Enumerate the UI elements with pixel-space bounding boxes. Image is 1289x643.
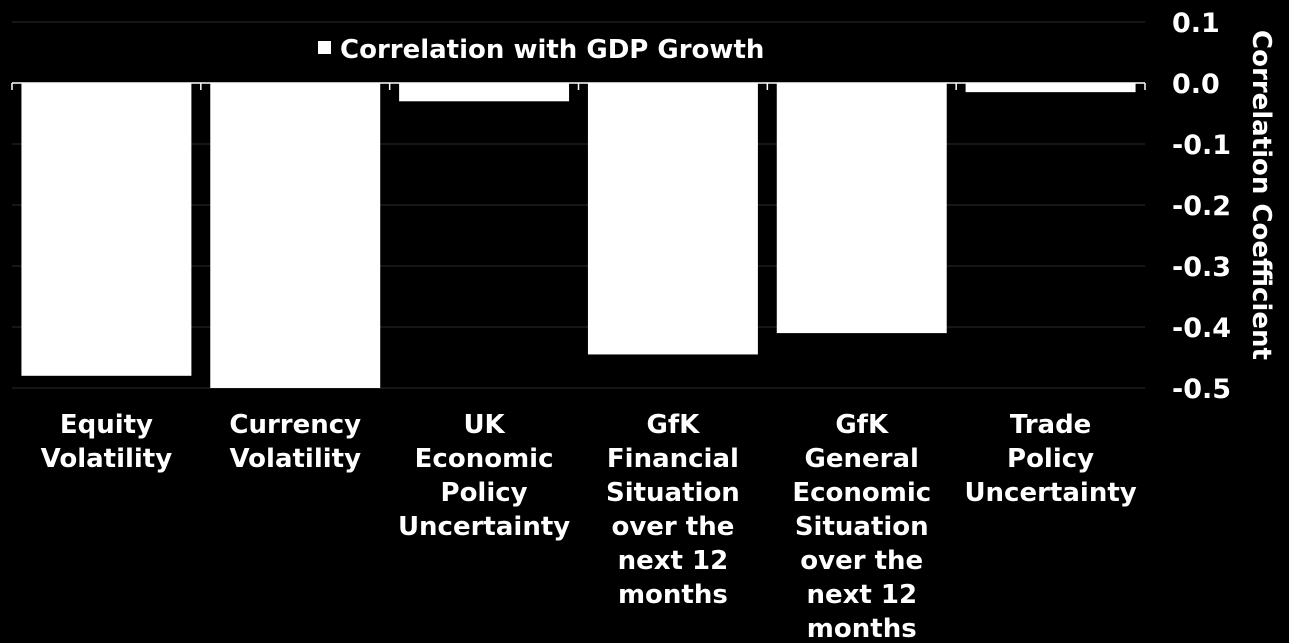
x-category-label-line: Volatility	[41, 444, 173, 474]
x-category-label-line: Uncertainty	[964, 478, 1136, 508]
x-category-label-line: Situation	[795, 512, 929, 542]
x-category-label-line: Financial	[607, 444, 739, 474]
x-category-label-line: Economic	[415, 444, 554, 474]
gridlines	[11, 21, 1146, 389]
legend-swatch	[318, 41, 331, 54]
x-category-label-line: months	[807, 614, 917, 643]
x-category-label-line: General	[805, 444, 919, 474]
x-category-label: Equity Volatility	[41, 410, 173, 474]
x-category-label-line: GfK	[647, 410, 701, 440]
y-axis-title: Correlation Coefficient	[1246, 30, 1276, 360]
x-category-label: UK Economic Policy Uncertainty	[398, 410, 570, 542]
x-category-label-line: next 12	[618, 546, 729, 576]
x-category-label-line: UK	[463, 410, 505, 440]
x-category-label: GfK Financial Situation over the next 12 mont…	[606, 410, 740, 610]
x-category-label-line: Volatility	[229, 444, 361, 474]
x-category-label: GfK General Economic Situation over the next …	[792, 410, 931, 643]
x-category-label-line: Trade	[1010, 410, 1092, 440]
y-axis-ticks: 0.1 0.0 -0.1 -0.2 -0.3 -0.4 -0.5	[1172, 8, 1231, 405]
legend: Correlation with GDP Growth	[318, 35, 764, 65]
legend-label: Correlation with GDP Growth	[340, 35, 764, 65]
x-category-label-line: next 12	[806, 580, 917, 610]
y-tick-label: -0.3	[1172, 252, 1231, 283]
x-category-label: Trade Policy Uncertainty	[964, 410, 1136, 508]
bar	[21, 83, 192, 376]
y-tick-label: -0.5	[1172, 374, 1231, 405]
y-tick-label: -0.4	[1172, 313, 1231, 344]
x-category-label-line: over the	[800, 546, 923, 576]
x-category-label-line: Policy	[1007, 444, 1094, 474]
x-category-label-line: Economic	[792, 478, 931, 508]
bar	[399, 83, 570, 102]
x-category-label: Currency Volatility	[229, 410, 361, 474]
x-axis-category-labels: Equity Volatility Currency Volatility UK Econ…	[41, 410, 1137, 643]
bar	[776, 83, 947, 334]
bars	[21, 83, 1136, 388]
y-tick-label: -0.2	[1172, 191, 1231, 222]
x-category-label-line: over the	[611, 512, 734, 542]
x-category-label-line: Uncertainty	[398, 512, 570, 542]
y-tick-label: -0.1	[1172, 130, 1231, 161]
x-category-label-line: Equity	[60, 410, 153, 440]
y-tick-label: 0.1	[1172, 8, 1220, 39]
bar	[965, 83, 1136, 93]
x-category-label-line: Situation	[606, 478, 740, 508]
x-category-label-line: Policy	[441, 478, 528, 508]
y-tick-label: 0.0	[1172, 69, 1220, 100]
x-category-label-line: GfK	[835, 410, 889, 440]
x-category-label-line: Currency	[229, 410, 361, 440]
bar	[587, 83, 758, 355]
x-category-label-line: months	[618, 580, 728, 610]
bar	[210, 83, 381, 388]
